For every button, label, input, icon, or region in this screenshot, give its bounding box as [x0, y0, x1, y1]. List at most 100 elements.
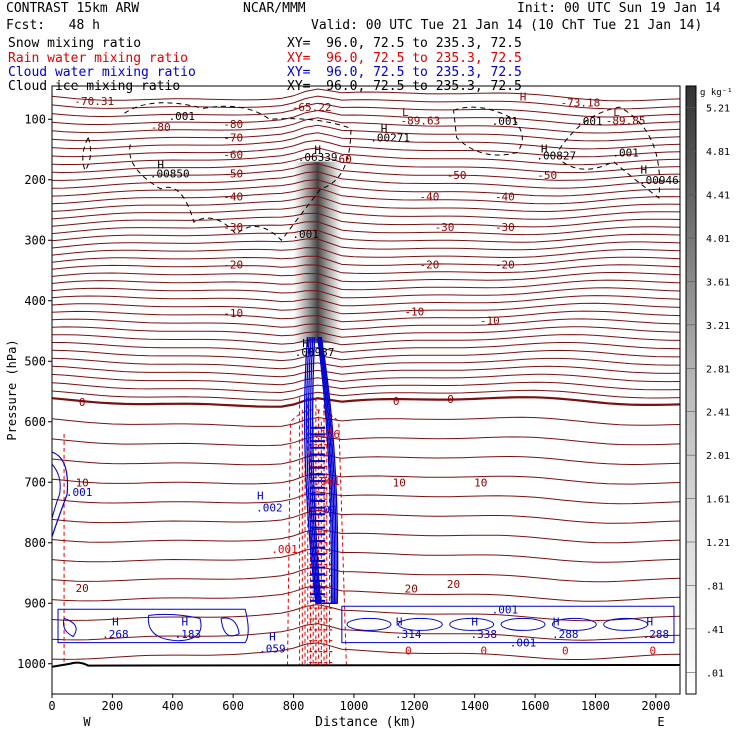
contour-label: L — [402, 106, 409, 119]
isotherm-line — [52, 435, 680, 447]
contour-label: .059 — [259, 643, 286, 656]
isotherm-line — [52, 416, 680, 427]
isotherm-line — [52, 171, 680, 189]
cloud-water-contour — [346, 617, 392, 631]
colorbar-level-label: 2.81 — [706, 364, 730, 375]
y-tick-label: 200 — [24, 173, 46, 187]
cloud-ice-contour — [124, 102, 352, 242]
x-tick-label: 1800 — [581, 699, 610, 713]
isotherm-line — [52, 642, 680, 660]
isotherm-line — [52, 139, 680, 158]
isotherm-line — [52, 509, 680, 524]
isotherm-line — [52, 547, 680, 563]
isotherm-line — [52, 585, 680, 602]
contour-label: .001 — [612, 147, 639, 160]
isotherm-label: -80 — [223, 118, 243, 131]
contour-label: .126 — [314, 428, 341, 441]
isotherm-line — [52, 221, 680, 236]
contour-label: H — [396, 615, 403, 628]
isotherm-line — [52, 229, 680, 243]
colorbar-level-label: .41 — [706, 625, 724, 636]
x-axis-title: Distance (km) — [315, 715, 417, 730]
contour-label: .288 — [552, 628, 579, 641]
contour-label: -20 — [419, 258, 439, 271]
contour-label: -30 — [495, 221, 515, 234]
cloud-water-contour — [449, 617, 495, 631]
contour-label: -89.63 — [400, 114, 440, 127]
x-tick-label: 1400 — [460, 699, 489, 713]
terrain-surface-line — [52, 661, 680, 668]
y-tick-label: 1000 — [17, 657, 46, 671]
cloud-water-contour — [147, 613, 202, 642]
cloud-water-contour — [500, 617, 546, 631]
cloud-water-contour — [397, 617, 443, 631]
x-tick-label: 2000 — [641, 699, 670, 713]
contour-label: .002 — [256, 502, 283, 515]
contour-label: .001 — [576, 115, 603, 128]
isotherm-line — [52, 124, 680, 142]
isotherm-line — [52, 491, 680, 505]
isotherm-line — [52, 264, 680, 275]
init-time: Init: 00 UTC Sun 19 Jan 14 — [517, 1, 721, 16]
contour-label: .288 — [643, 628, 670, 641]
isotherm-line — [52, 279, 680, 291]
y-tick-label: 300 — [24, 233, 46, 247]
colorbar-level-label: 4.81 — [706, 147, 730, 158]
x-tick-label: 600 — [222, 699, 244, 713]
contour-label: H — [471, 615, 478, 628]
contour-label: -89.85 — [606, 114, 646, 127]
colorbar-level-label: 5.21 — [706, 104, 730, 115]
isotherm-label: -20 — [223, 258, 243, 271]
cloud-water-contour — [52, 463, 61, 519]
field-xy-rain: XY= 96.0, 72.5 to 235.3, 72.5 — [287, 51, 522, 66]
contour-label: .00946 — [639, 174, 679, 187]
isotherm-line — [52, 204, 680, 220]
contour-label: H — [520, 90, 527, 103]
isotherm-line — [52, 109, 680, 126]
y-tick-label: 800 — [24, 536, 46, 550]
cloud-water-contour — [63, 617, 77, 638]
contour-label: .001 — [314, 475, 341, 488]
isotherm-label: -60 — [223, 148, 243, 161]
center-title: NCAR/MMM — [243, 1, 306, 16]
contour-label: .268 — [102, 628, 129, 641]
x-tick-label: 0 — [48, 699, 55, 713]
contour-label: .00271 — [370, 131, 410, 144]
isotherm-line — [52, 255, 680, 266]
cloud-ice-contour — [82, 137, 92, 172]
contour-label: .001 — [66, 486, 93, 499]
x-end-label-east: E — [657, 715, 664, 729]
contour-label: .00827 — [536, 150, 576, 163]
isotherm-line — [52, 373, 680, 386]
isotherm-label: 0 — [79, 396, 86, 409]
colorbar-level-label: 3.21 — [706, 321, 730, 332]
x-tick-label: 1600 — [521, 699, 550, 713]
isotherm-line — [52, 102, 680, 118]
colorbar-level-label: .81 — [706, 581, 724, 592]
isotherm-line — [52, 326, 680, 338]
contour-label: 20 — [447, 578, 460, 591]
contour-label: 0 — [562, 644, 569, 657]
contour-label: -50 — [447, 169, 467, 182]
isotherm-line — [52, 155, 680, 174]
contour-label: H — [314, 144, 321, 157]
isotherm-line — [52, 623, 680, 641]
cloud-water-contour — [341, 605, 675, 644]
contour-label: -73.18 — [560, 96, 600, 109]
contour-label: .001 — [510, 637, 537, 650]
isotherm-line — [52, 365, 680, 378]
contour-label: -40 — [419, 191, 439, 204]
isotherm-line — [52, 389, 680, 401]
isotherm-line — [52, 349, 680, 362]
colorbar-unit-label: g kg⁻¹ — [700, 88, 733, 98]
isotherm-label: -50 — [223, 168, 243, 181]
contour-label: 0 — [650, 644, 657, 657]
isotherm-line — [52, 454, 680, 466]
cloud-water-contour — [551, 617, 597, 631]
contour-label: 0 — [447, 393, 454, 406]
cloud-water-contour — [220, 617, 240, 637]
contour-label: .001 — [271, 543, 298, 556]
plot-frame — [51, 85, 681, 695]
isotherm-line — [52, 302, 680, 315]
